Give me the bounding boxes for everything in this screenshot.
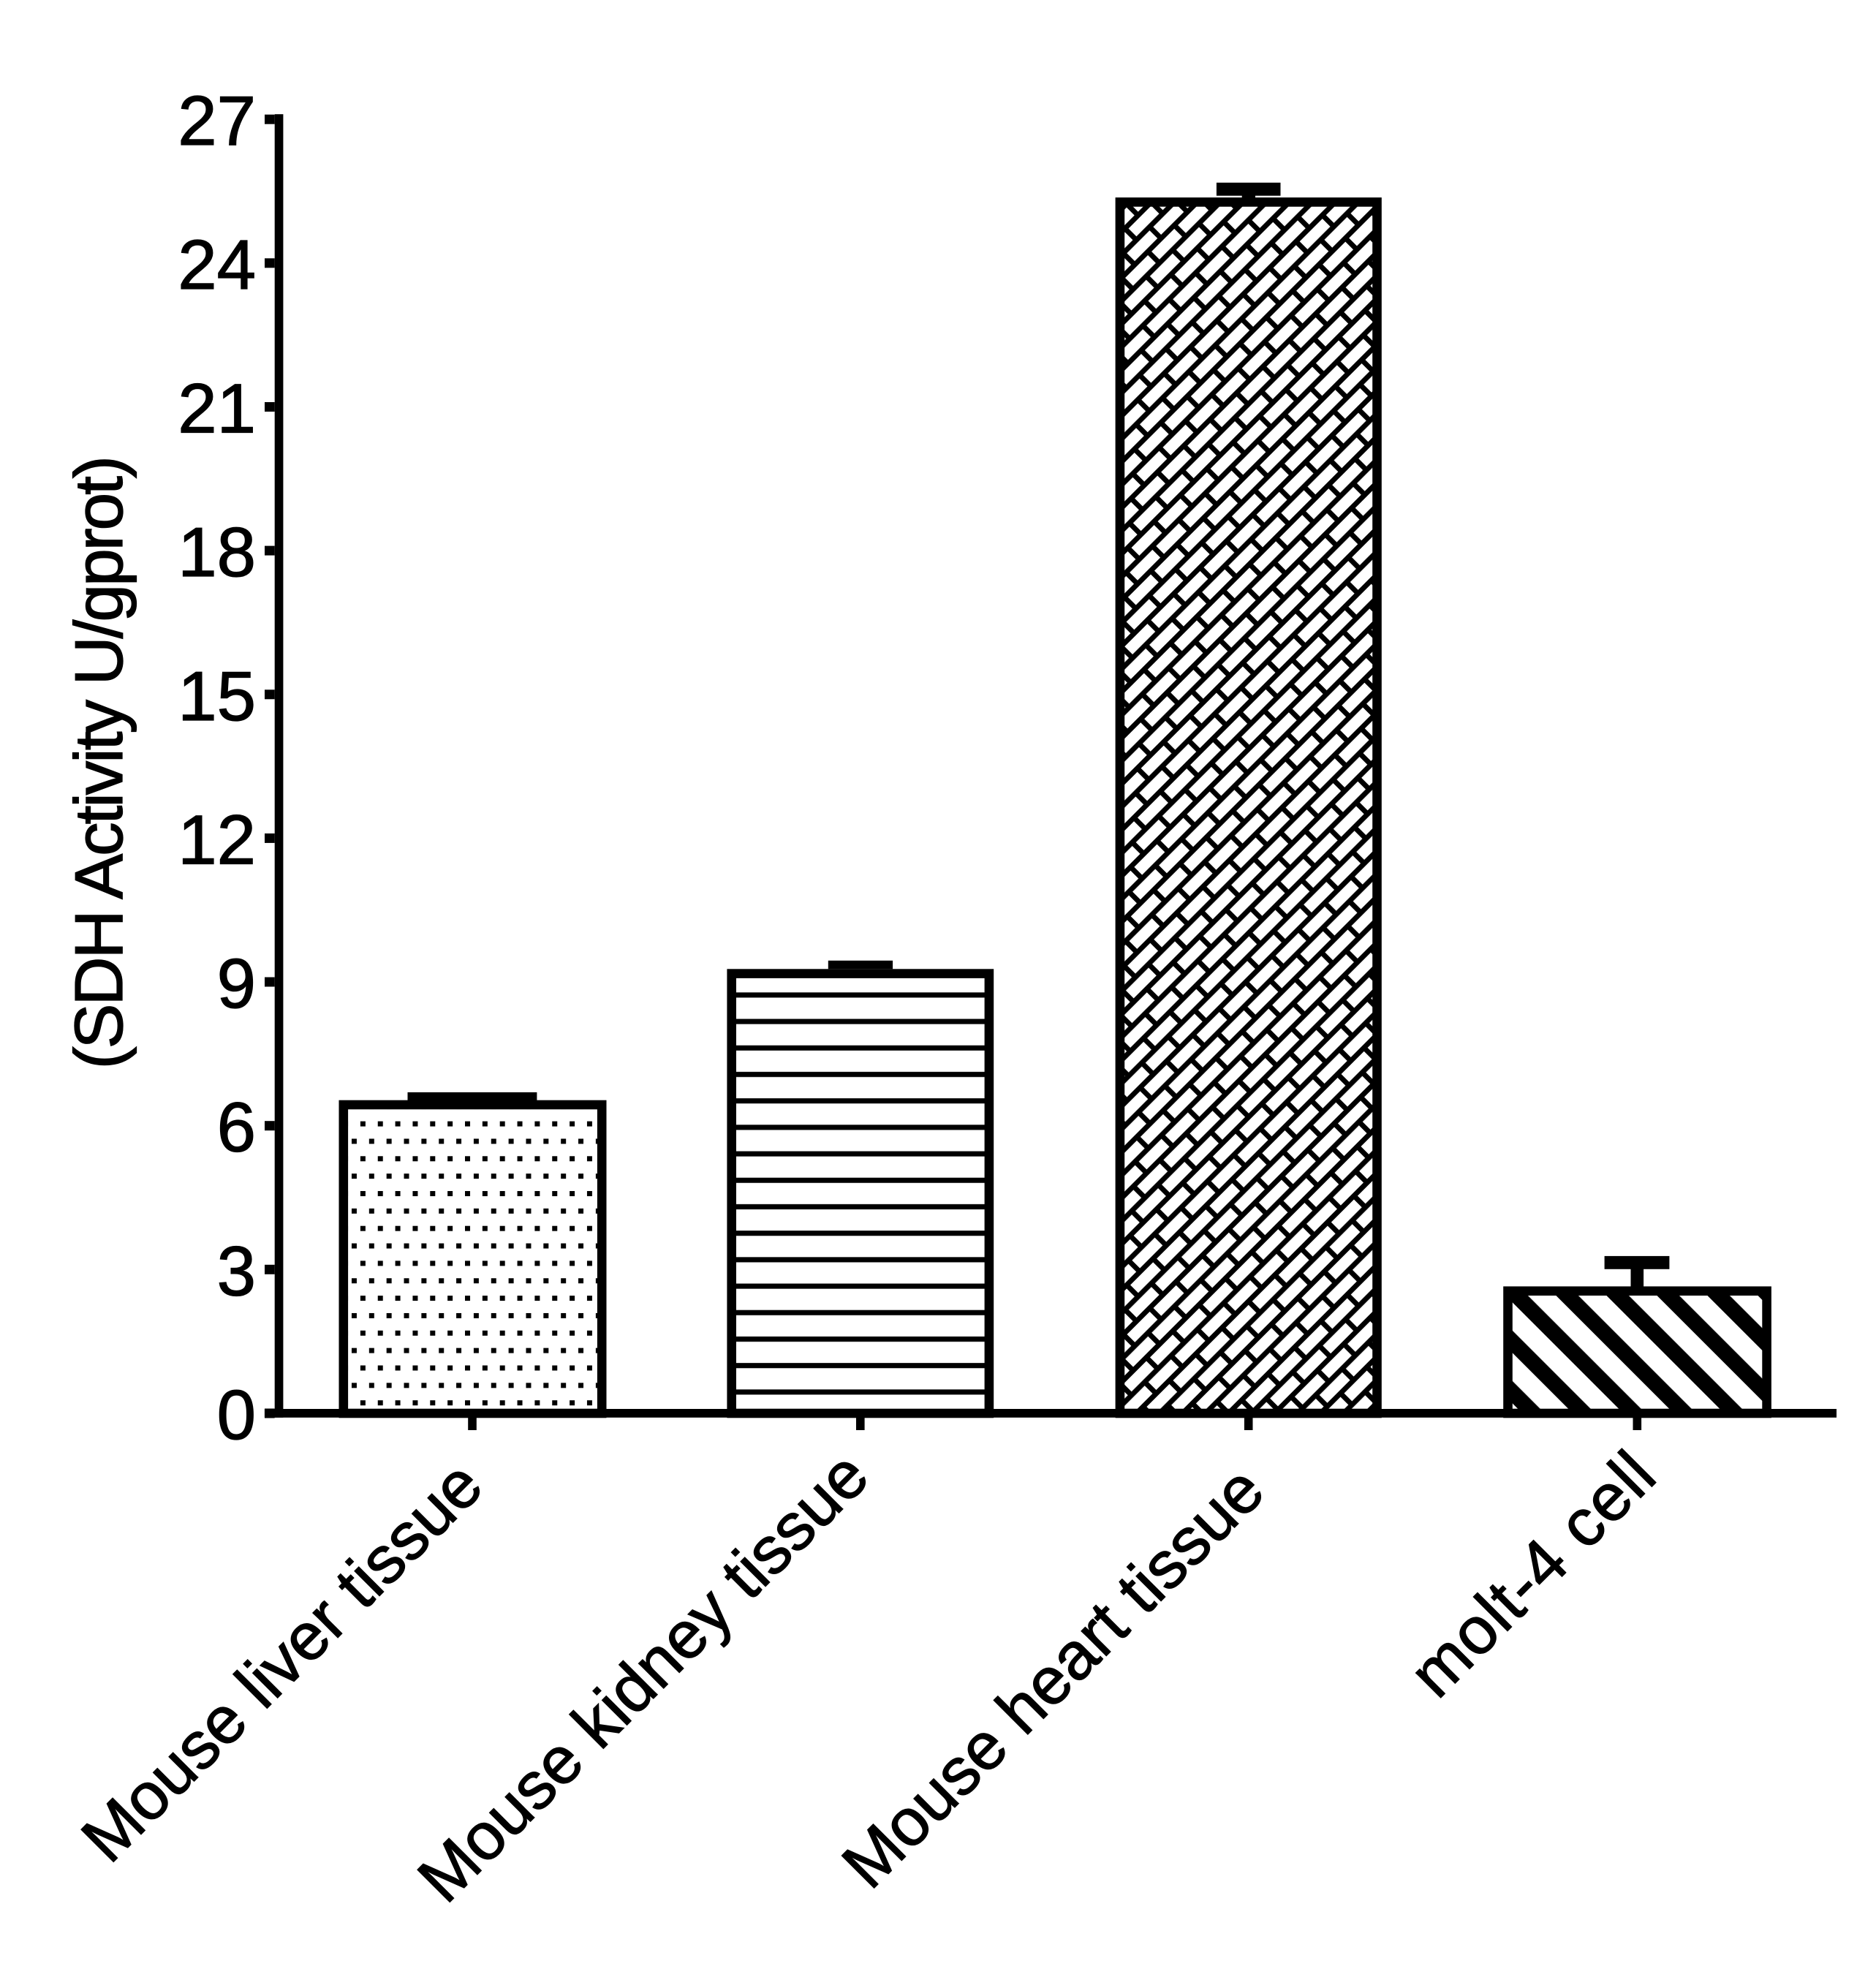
svg-text:12: 12 [178,801,256,879]
svg-text:27: 27 [178,82,256,160]
svg-text:6: 6 [217,1089,256,1167]
svg-text:(SDH Activity U/gprot): (SDH Activity U/gprot) [61,458,137,1069]
svg-text:18: 18 [178,513,256,592]
svg-text:21: 21 [178,370,256,448]
svg-text:24: 24 [178,226,256,304]
svg-text:3: 3 [217,1232,256,1310]
svg-text:0: 0 [217,1376,256,1454]
svg-text:9: 9 [217,945,256,1023]
svg-text:15: 15 [178,657,256,736]
